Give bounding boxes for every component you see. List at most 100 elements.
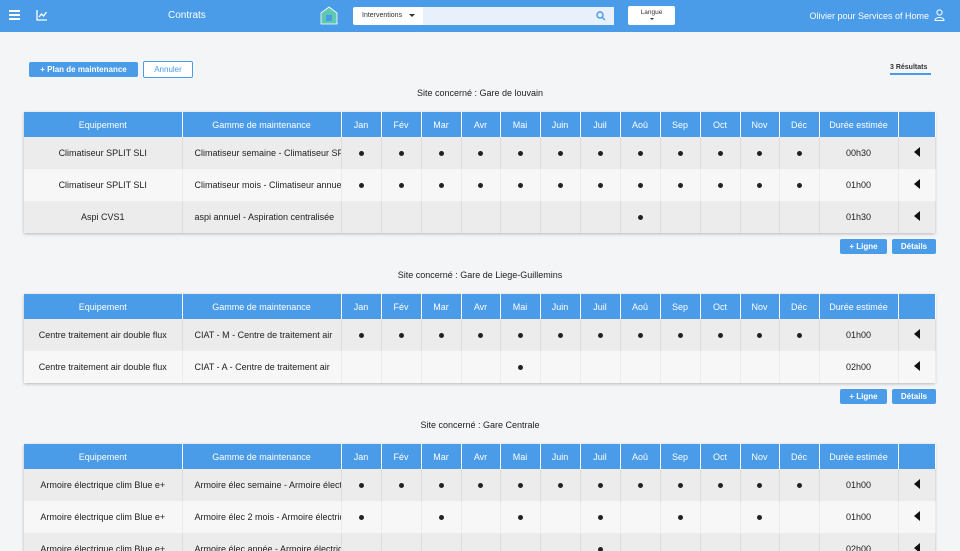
column-header[interactable]: Mai <box>500 112 541 137</box>
row-expand-cell[interactable] <box>898 469 936 501</box>
column-header[interactable]: Nov <box>740 444 780 469</box>
column-header[interactable]: Durée estimée <box>819 112 899 137</box>
column-header[interactable]: Mar <box>421 112 462 137</box>
user-icon[interactable] <box>934 9 945 21</box>
column-header[interactable] <box>898 294 936 319</box>
column-header[interactable] <box>898 444 936 469</box>
search-input[interactable] <box>423 7 614 25</box>
column-header[interactable]: Jan <box>341 294 382 319</box>
month-cell <box>500 501 541 533</box>
language-button[interactable]: Langue <box>628 6 675 25</box>
column-header[interactable]: Gamme de maintenance <box>182 294 342 319</box>
table-row[interactable]: Centre traitement air double flux CIAT - … <box>24 319 936 351</box>
column-header[interactable]: Juin <box>540 112 581 137</box>
add-maintenance-plan-button[interactable]: + Plan de maintenance <box>29 62 138 77</box>
caret-left-icon[interactable] <box>913 147 920 157</box>
caret-left-icon[interactable] <box>913 543 920 551</box>
column-header[interactable]: Avr <box>461 112 501 137</box>
table-row[interactable]: Armoire électrique clim Blue e+ Armoire é… <box>24 469 936 501</box>
column-header[interactable]: Equipement <box>24 444 183 469</box>
row-expand-cell[interactable] <box>898 501 936 533</box>
table-row[interactable]: Aspi CVS1 aspi annuel - Aspiration centra… <box>24 201 936 233</box>
month-cell <box>779 533 820 551</box>
column-header[interactable]: Oct <box>700 444 741 469</box>
caret-left-icon[interactable] <box>913 211 920 221</box>
column-header[interactable]: Mar <box>421 294 462 319</box>
column-header[interactable]: Nov <box>740 112 780 137</box>
month-cell <box>779 169 820 201</box>
month-cell <box>620 533 661 551</box>
row-expand-cell[interactable] <box>898 137 936 169</box>
column-header[interactable]: Gamme de maintenance <box>182 112 342 137</box>
nav-link-contrats[interactable]: Contrats <box>168 10 206 21</box>
column-header[interactable]: Jan <box>341 444 382 469</box>
user-name[interactable]: Olivier pour Services of Home <box>809 11 929 21</box>
month-cell <box>540 169 581 201</box>
column-header[interactable]: Durée estimée <box>819 294 899 319</box>
column-header[interactable]: Déc <box>779 444 820 469</box>
search-icon[interactable] <box>596 11 606 21</box>
column-header[interactable]: Gamme de maintenance <box>182 444 342 469</box>
column-header[interactable] <box>898 112 936 137</box>
column-header[interactable]: Déc <box>779 294 820 319</box>
hamburger-menu-icon[interactable] <box>9 10 20 20</box>
scheduled-dot-icon <box>796 333 802 338</box>
month-cell <box>700 533 741 551</box>
column-header[interactable]: Nov <box>740 294 780 319</box>
column-header[interactable]: Fév <box>381 294 422 319</box>
column-header[interactable]: Oct <box>700 112 741 137</box>
column-header[interactable]: Aoû <box>620 444 661 469</box>
table-row[interactable]: Centre traitement air double flux CIAT - … <box>24 351 936 383</box>
column-header[interactable]: Sep <box>660 444 701 469</box>
column-header[interactable]: Aoû <box>620 112 661 137</box>
home-logo-icon[interactable] <box>320 6 338 25</box>
column-header[interactable]: Juil <box>580 444 621 469</box>
row-expand-cell[interactable] <box>898 169 936 201</box>
column-header[interactable]: Mai <box>500 444 541 469</box>
details-button[interactable]: Détails <box>892 239 936 254</box>
chart-icon[interactable] <box>36 9 48 21</box>
details-button[interactable]: Détails <box>892 389 936 404</box>
cancel-button[interactable]: Annuler <box>143 61 193 78</box>
row-expand-cell[interactable] <box>898 319 936 351</box>
table-row[interactable]: Armoire électrique clim Blue e+ Armoire é… <box>24 501 936 533</box>
month-cell <box>461 533 501 551</box>
column-header[interactable]: Avr <box>461 444 501 469</box>
column-header[interactable]: Juil <box>580 112 621 137</box>
column-header[interactable]: Juin <box>540 444 581 469</box>
caret-left-icon[interactable] <box>913 511 920 521</box>
add-line-button[interactable]: + Ligne <box>840 389 887 404</box>
top-bar: Contrats Interventions Langue Olivier po… <box>0 0 960 32</box>
column-header[interactable]: Fév <box>381 112 422 137</box>
column-header[interactable]: Equipement <box>24 112 183 137</box>
table-row[interactable]: Climatiseur SPLIT SLI Climatiseur semaine… <box>24 137 936 169</box>
column-header[interactable]: Equipement <box>24 294 183 319</box>
scheduled-dot-icon <box>637 183 643 188</box>
row-expand-cell[interactable] <box>898 201 936 233</box>
table-row[interactable]: Climatiseur SPLIT SLI Climatiseur mois - … <box>24 169 936 201</box>
column-header[interactable]: Aoû <box>620 294 661 319</box>
search-type-select[interactable]: Interventions <box>353 7 423 25</box>
column-header[interactable]: Avr <box>461 294 501 319</box>
table-row[interactable]: Armoire électrique clim Blue e+ Armoire é… <box>24 533 936 551</box>
month-cell <box>700 201 741 233</box>
add-line-button[interactable]: + Ligne <box>840 239 887 254</box>
column-header[interactable]: Mar <box>421 444 462 469</box>
column-header[interactable]: Juin <box>540 294 581 319</box>
row-expand-cell[interactable] <box>898 351 936 383</box>
caret-left-icon[interactable] <box>913 179 920 189</box>
column-header[interactable]: Sep <box>660 294 701 319</box>
column-header[interactable]: Oct <box>700 294 741 319</box>
column-header[interactable]: Fév <box>381 444 422 469</box>
column-header[interactable]: Durée estimée <box>819 444 899 469</box>
caret-left-icon[interactable] <box>913 479 920 489</box>
column-header[interactable]: Juil <box>580 294 621 319</box>
column-header[interactable]: Mai <box>500 294 541 319</box>
month-cell <box>461 469 501 501</box>
caret-left-icon[interactable] <box>913 361 920 371</box>
caret-left-icon[interactable] <box>913 329 920 339</box>
column-header[interactable]: Sep <box>660 112 701 137</box>
row-expand-cell[interactable] <box>898 533 936 551</box>
column-header[interactable]: Déc <box>779 112 820 137</box>
column-header[interactable]: Jan <box>341 112 382 137</box>
